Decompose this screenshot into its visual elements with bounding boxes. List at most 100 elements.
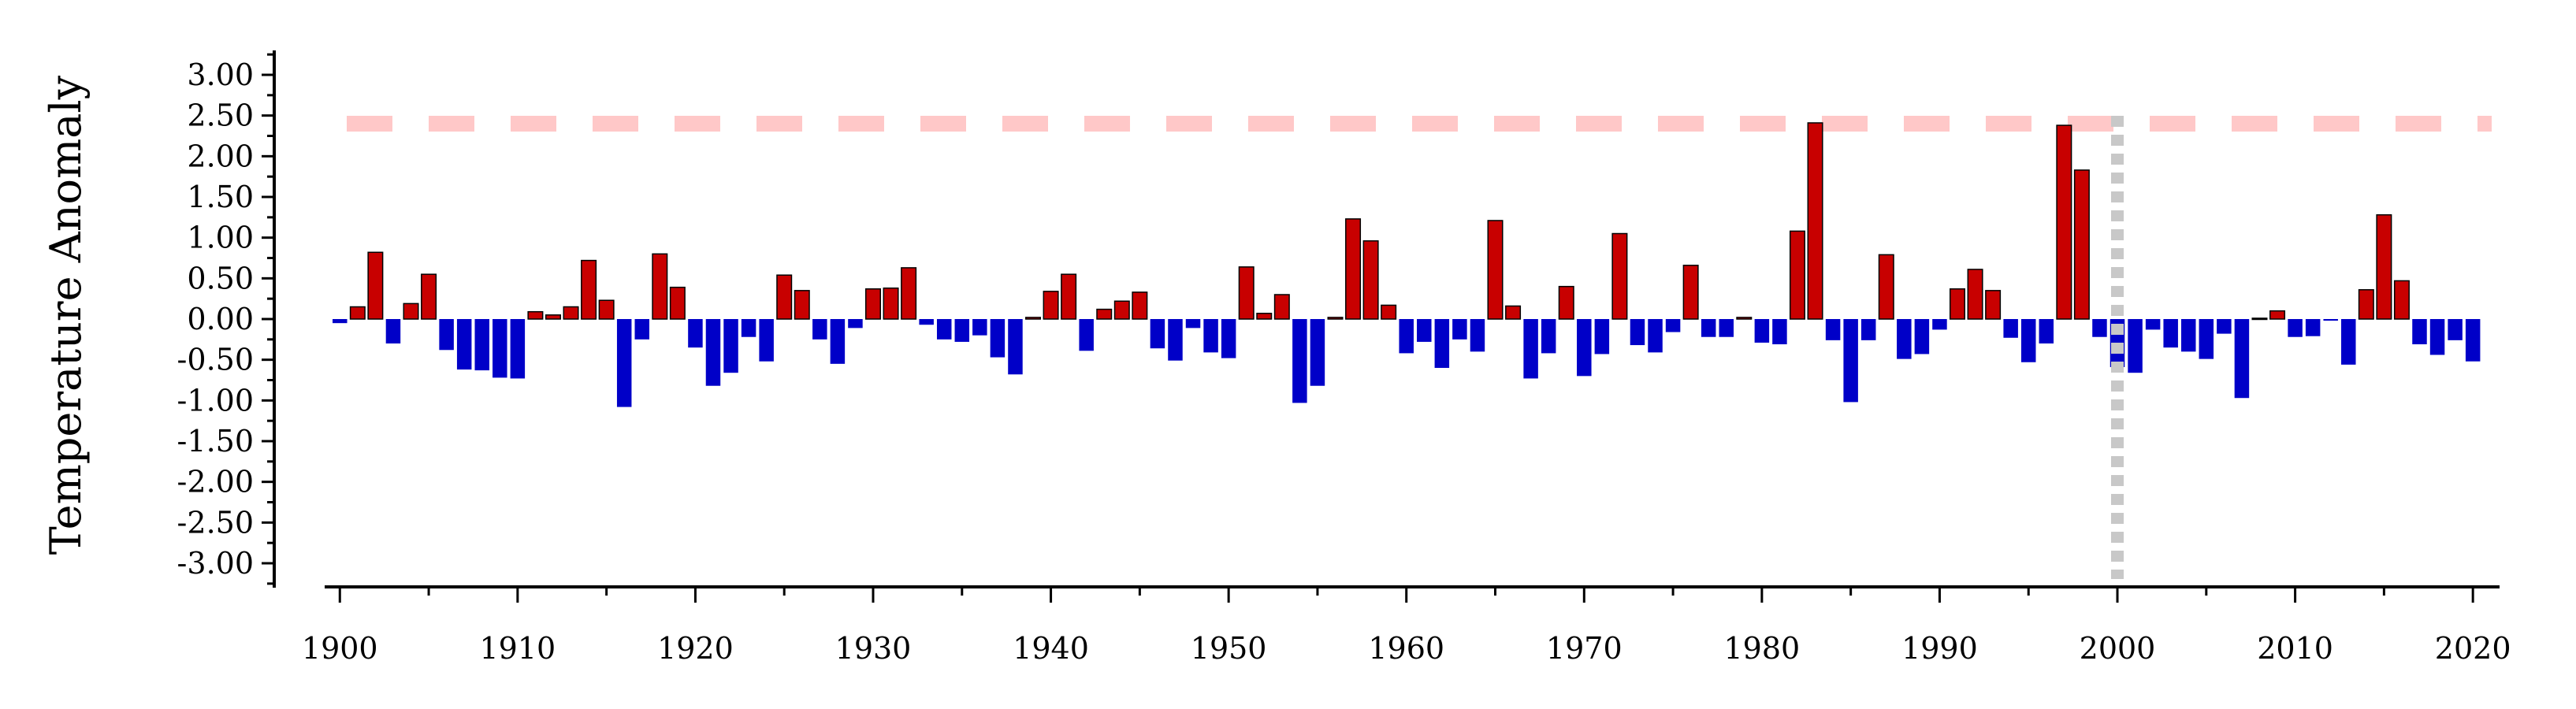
bar-1940	[1043, 291, 1059, 320]
bar-2004	[2180, 319, 2196, 352]
bar-1960	[1399, 319, 1414, 354]
bar-1989	[1914, 319, 1930, 354]
bar-1969	[1558, 285, 1574, 320]
bar-1996	[2039, 319, 2054, 343]
bar-1941	[1061, 273, 1077, 320]
bar-1919	[669, 286, 686, 320]
bar-1959	[1381, 304, 1397, 320]
bar-1949	[1203, 319, 1218, 353]
y-tick-label: -3.00	[177, 546, 254, 581]
x-tick-label: 1960	[1368, 631, 1444, 666]
x-tick-label: 1980	[1724, 631, 1801, 666]
bar-1900	[333, 319, 348, 324]
bar-1999	[2092, 319, 2107, 337]
bar-1929	[848, 319, 863, 329]
bar-2015	[2376, 213, 2392, 320]
bar-1944	[1113, 300, 1130, 320]
x-axis: 1900 1910 1920 1930 1940 1950 1960 1970 1980 1990…	[302, 585, 2511, 666]
bar-1943	[1096, 308, 1113, 320]
bar-1905	[421, 273, 437, 320]
bar-1942	[1079, 319, 1094, 351]
bar-2003	[2163, 319, 2178, 348]
bar-1903	[385, 319, 401, 343]
bar-1971	[1594, 319, 1610, 354]
bar-1945	[1132, 291, 1148, 320]
bar-2010	[2288, 319, 2303, 337]
bar-1957	[1345, 218, 1362, 320]
bar-1981	[1772, 319, 1787, 345]
bar-1947	[1168, 319, 1183, 361]
x-tick-label: 1940	[1013, 631, 1089, 666]
y-tick-label: -2.00	[177, 465, 254, 499]
bar-2007	[2234, 319, 2250, 399]
bar-1938	[1008, 319, 1023, 375]
bar-1956	[1327, 317, 1344, 320]
bar-1986	[1860, 319, 1876, 340]
bar-2005	[2199, 319, 2214, 359]
bar-1958	[1362, 240, 1379, 320]
y-axis-title: Temperature Anomaly	[41, 75, 91, 555]
bar-1998	[2073, 169, 2090, 320]
y-tick-label: -2.50	[177, 505, 254, 540]
bar-2016	[2393, 280, 2410, 320]
x-tick-label: 2020	[2435, 631, 2511, 666]
y-tick-label: 2.00	[187, 139, 254, 173]
bar-1992	[1967, 269, 1983, 320]
y-tick-label: 3.00	[187, 58, 254, 92]
bar-2017	[2412, 319, 2427, 345]
bar-1983	[1807, 122, 1823, 320]
x-tick-label: 1930	[835, 631, 912, 666]
bar-1966	[1505, 305, 1522, 320]
bar-1970	[1577, 319, 1592, 377]
y-tick-label: -1.50	[177, 424, 254, 458]
bar-1997	[2056, 124, 2072, 320]
bar-1965	[1487, 220, 1504, 320]
bar-1918	[652, 253, 668, 320]
y-tick-label: 1.50	[187, 180, 254, 214]
x-tick-label: 2000	[2080, 631, 2156, 666]
bar-1984	[1825, 319, 1841, 340]
y-tick-label: -1.00	[177, 383, 254, 418]
bar-2001	[2128, 319, 2143, 373]
bar-1911	[527, 310, 544, 320]
y-tick-label: -0.50	[177, 343, 254, 377]
y-tick-label: 0.50	[187, 261, 254, 295]
bar-1926	[794, 290, 810, 320]
bar-1922	[723, 319, 738, 373]
bar-1906	[439, 319, 454, 351]
bar-1920	[688, 319, 703, 348]
bar-1925	[776, 274, 793, 320]
bar-1954	[1292, 319, 1307, 403]
bar-1968	[1541, 319, 1556, 354]
bar-1910	[510, 319, 526, 379]
bar-2019	[2448, 319, 2463, 340]
bar-1914	[581, 259, 597, 320]
bar-1907	[456, 319, 472, 370]
bar-1976	[1682, 265, 1699, 320]
bar-2011	[2305, 319, 2321, 336]
bar-1962	[1434, 319, 1450, 368]
bar-1937	[990, 319, 1005, 358]
bar-2012	[2323, 319, 2338, 321]
bar-1930	[865, 288, 881, 320]
bar-2014	[2358, 289, 2374, 320]
bar-1980	[1754, 319, 1770, 343]
bar-1908	[474, 319, 489, 371]
bar-1933	[919, 319, 934, 325]
bar-1917	[634, 319, 650, 340]
bar-1961	[1417, 319, 1432, 342]
bar-1909	[493, 319, 507, 378]
y-tick-label: 0.00	[187, 302, 254, 336]
bar-1979	[1736, 317, 1753, 320]
y-tick-label: 2.50	[187, 98, 254, 133]
bar-1927	[812, 319, 827, 340]
bar-1913	[563, 306, 579, 320]
bar-1904	[403, 303, 419, 320]
bar-1975	[1665, 319, 1681, 332]
bar-1988	[1897, 319, 1912, 359]
bar-1934	[936, 319, 952, 340]
bar-1953	[1273, 294, 1290, 320]
bar-2006	[2217, 319, 2232, 334]
x-tick-label: 1970	[1546, 631, 1623, 666]
bar-1987	[1878, 254, 1894, 320]
